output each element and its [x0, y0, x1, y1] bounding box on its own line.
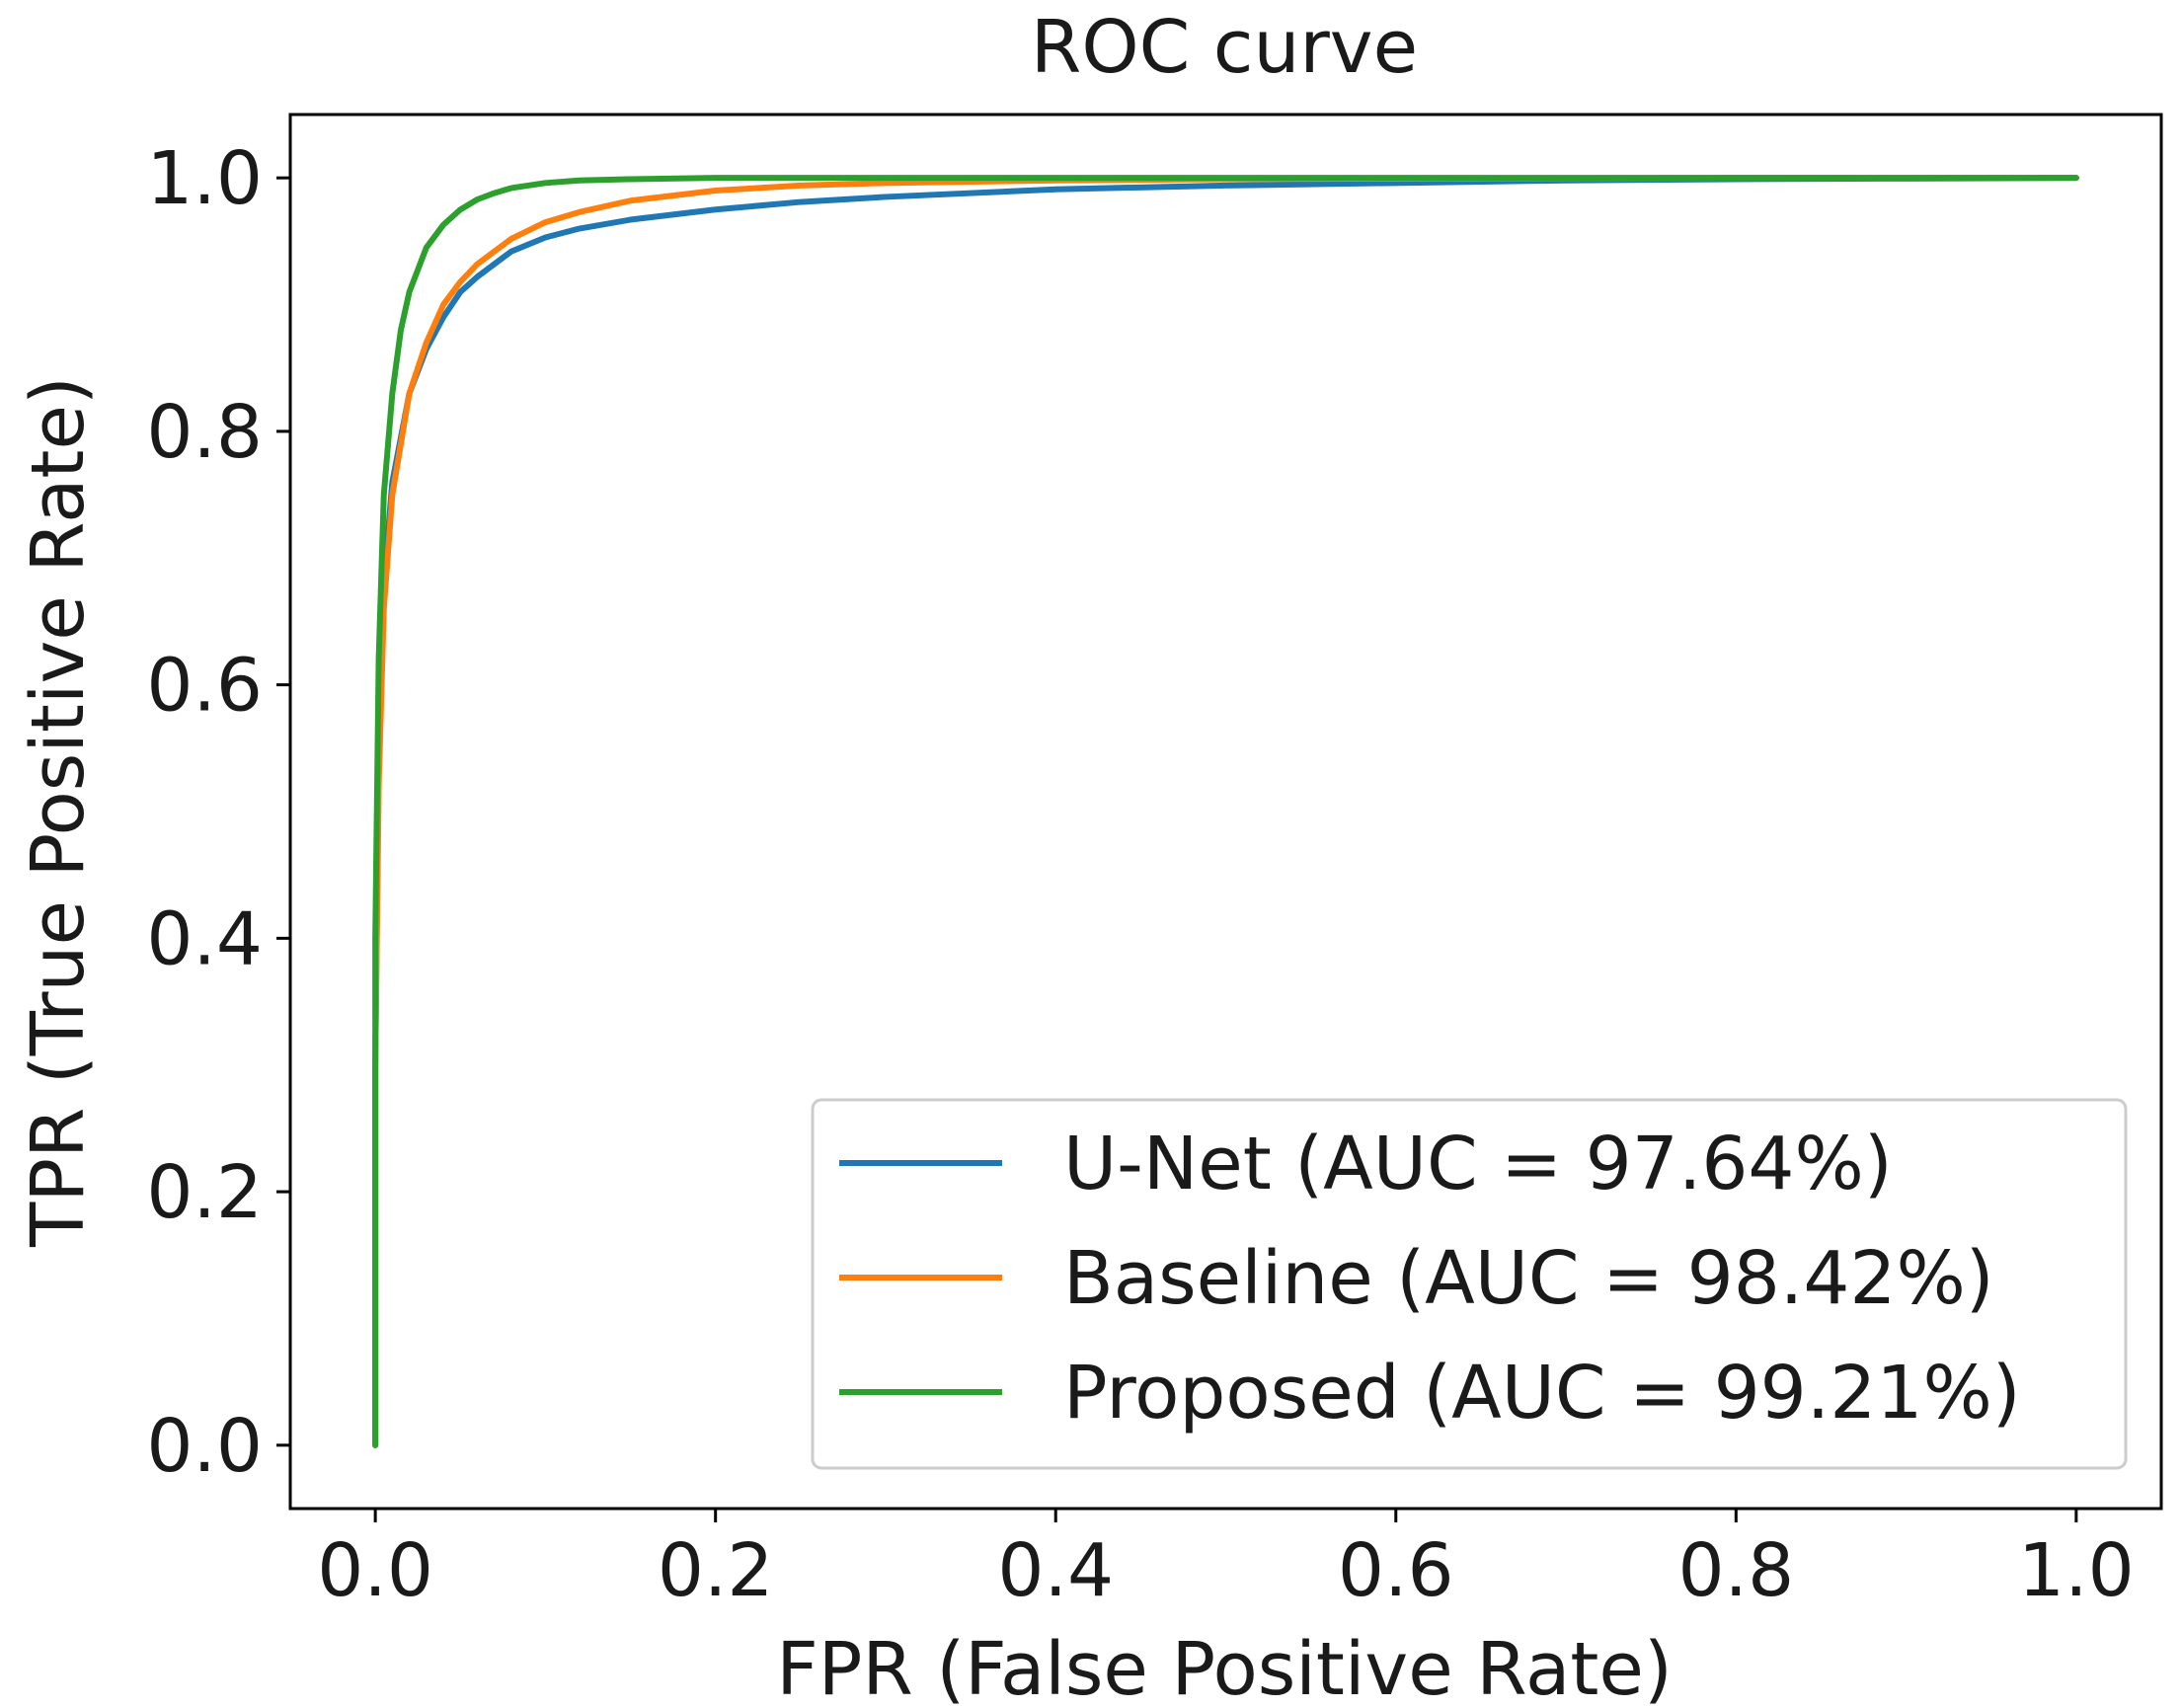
x-tick-label: 0.8: [1677, 1528, 1794, 1613]
y-tick-label: 0.0: [146, 1404, 263, 1489]
plot-curves: [372, 175, 2079, 1448]
y-axis-title: TPR (True Positive Rate): [16, 376, 101, 1248]
legend-label-0: U-Net (AUC = 97.64%): [1063, 1122, 1893, 1206]
x-tick-label: 1.0: [2018, 1528, 2135, 1613]
y-tick-label: 0.8: [146, 390, 263, 475]
y-tick-label: 0.4: [146, 896, 263, 981]
chart-title: ROC curve: [1031, 5, 1418, 90]
plot-frame: [288, 113, 2163, 1511]
y-tick-label: 0.2: [146, 1150, 263, 1235]
y-tick-label: 1.0: [146, 136, 263, 221]
roc-curve-2: [372, 175, 2079, 1448]
x-tick-label: 0.4: [997, 1528, 1114, 1613]
x-tick-label: 0.6: [1338, 1528, 1454, 1613]
legend-label-2: Proposed (AUC = 99.21%): [1063, 1351, 2021, 1436]
y-tick-label: 0.6: [146, 644, 263, 729]
legend: U-Net (AUC = 97.64%) Baseline (AUC = 98.4…: [811, 1098, 2128, 1470]
legend-box: [811, 1098, 2128, 1470]
legend-label-1: Baseline (AUC = 98.42%): [1063, 1236, 1994, 1321]
y-axis: 0.0 0.2 0.4 0.6 0.8 1.0: [146, 136, 290, 1489]
x-axis-title: FPR (False Positive Rate): [776, 1627, 1673, 1708]
x-tick-label: 0.2: [658, 1528, 774, 1613]
x-axis: 0.0 0.2 0.4 0.6 0.8 1.0: [317, 1509, 2135, 1613]
x-tick-label: 0.0: [317, 1528, 433, 1613]
